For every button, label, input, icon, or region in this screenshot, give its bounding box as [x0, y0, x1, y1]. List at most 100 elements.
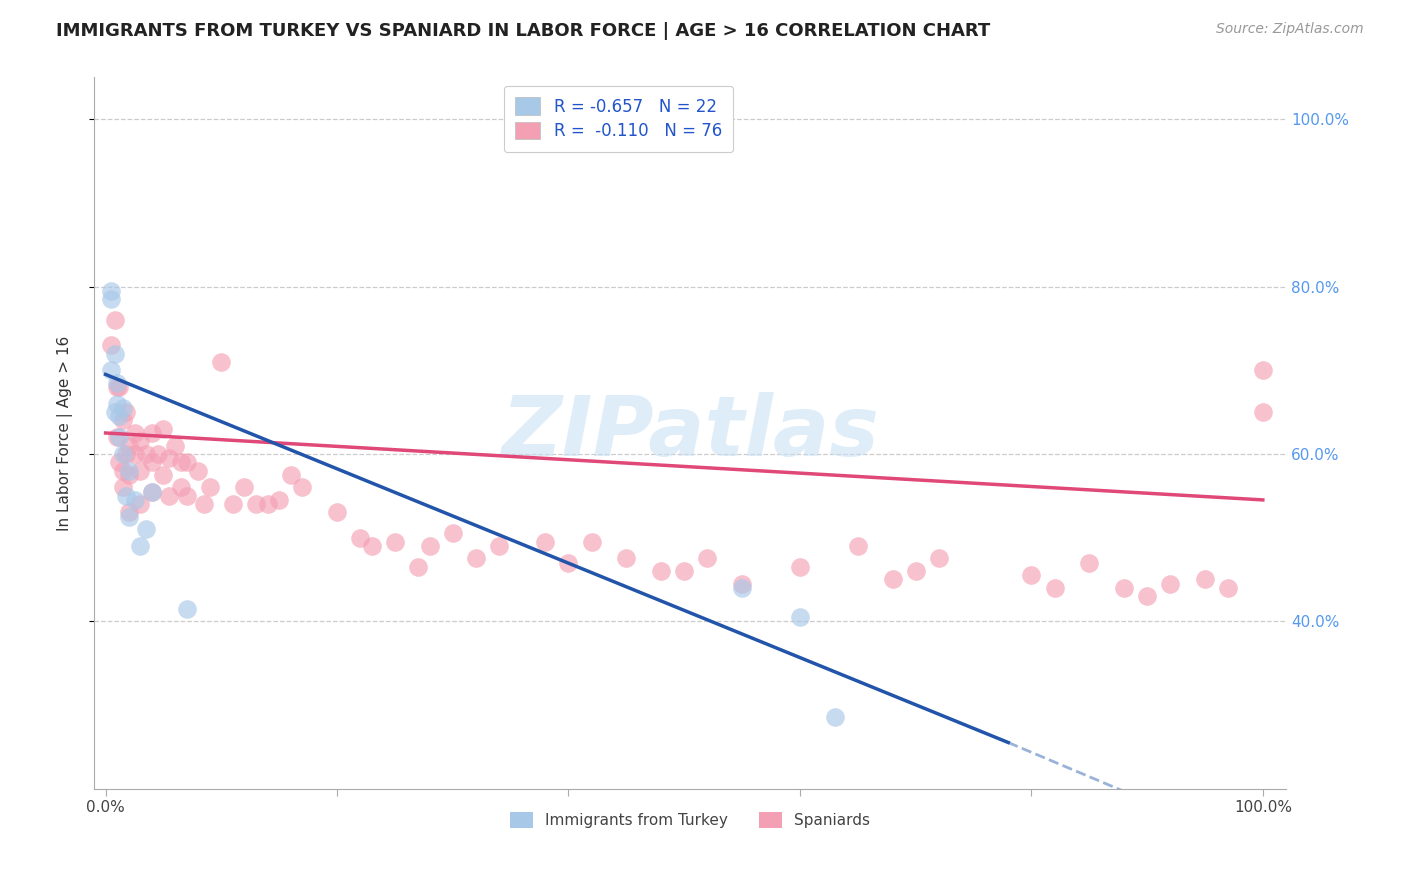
Point — [581, 534, 603, 549]
Point — [124, 492, 146, 507]
Point — [209, 355, 232, 369]
Point — [118, 509, 141, 524]
Point — [152, 422, 174, 436]
Point — [441, 526, 464, 541]
Point — [100, 338, 122, 352]
Point — [108, 455, 131, 469]
Point — [124, 447, 146, 461]
Point — [118, 464, 141, 478]
Point — [108, 409, 131, 424]
Point — [141, 484, 163, 499]
Point — [882, 573, 904, 587]
Point — [141, 455, 163, 469]
Point — [111, 401, 134, 415]
Point — [146, 447, 169, 461]
Y-axis label: In Labor Force | Age > 16: In Labor Force | Age > 16 — [58, 335, 73, 531]
Point — [163, 438, 186, 452]
Point — [1043, 581, 1066, 595]
Point — [696, 551, 718, 566]
Point — [118, 438, 141, 452]
Point — [233, 480, 256, 494]
Point — [349, 531, 371, 545]
Point — [1251, 405, 1274, 419]
Point — [111, 464, 134, 478]
Point — [115, 405, 138, 419]
Point — [176, 455, 198, 469]
Point — [1136, 589, 1159, 603]
Point — [105, 430, 128, 444]
Point — [904, 564, 927, 578]
Point — [118, 467, 141, 482]
Point — [731, 581, 754, 595]
Point — [193, 497, 215, 511]
Point — [245, 497, 267, 511]
Point — [1021, 568, 1043, 582]
Point — [789, 610, 811, 624]
Point — [111, 480, 134, 494]
Point — [170, 455, 193, 469]
Point — [135, 447, 157, 461]
Point — [118, 506, 141, 520]
Point — [198, 480, 221, 494]
Point — [129, 497, 152, 511]
Point — [152, 467, 174, 482]
Point — [488, 539, 510, 553]
Point — [614, 551, 637, 566]
Point — [100, 363, 122, 377]
Point — [673, 564, 696, 578]
Point — [115, 447, 138, 461]
Point — [1112, 581, 1135, 595]
Text: IMMIGRANTS FROM TURKEY VS SPANIARD IN LABOR FORCE | AGE > 16 CORRELATION CHART: IMMIGRANTS FROM TURKEY VS SPANIARD IN LA… — [56, 22, 990, 40]
Point — [129, 464, 152, 478]
Point — [105, 397, 128, 411]
Point — [108, 430, 131, 444]
Point — [105, 376, 128, 390]
Point — [360, 539, 382, 553]
Point — [256, 497, 278, 511]
Point — [129, 434, 152, 449]
Point — [170, 480, 193, 494]
Point — [824, 710, 846, 724]
Point — [534, 534, 557, 549]
Point — [269, 492, 291, 507]
Point — [291, 480, 314, 494]
Legend: Immigrants from Turkey, Spaniards: Immigrants from Turkey, Spaniards — [503, 806, 876, 834]
Point — [108, 380, 131, 394]
Point — [157, 489, 180, 503]
Point — [1251, 363, 1274, 377]
Point — [326, 506, 349, 520]
Point — [115, 489, 138, 503]
Point — [1194, 573, 1216, 587]
Point — [222, 497, 245, 511]
Text: ZIPatlas: ZIPatlas — [501, 392, 879, 474]
Point — [557, 556, 579, 570]
Point — [141, 425, 163, 440]
Point — [104, 346, 127, 360]
Point — [104, 313, 127, 327]
Point — [731, 576, 754, 591]
Point — [105, 380, 128, 394]
Point — [129, 539, 152, 553]
Point — [1159, 576, 1181, 591]
Point — [789, 559, 811, 574]
Point — [187, 464, 209, 478]
Point — [846, 539, 869, 553]
Point — [157, 451, 180, 466]
Point — [280, 467, 302, 482]
Point — [104, 405, 127, 419]
Point — [176, 489, 198, 503]
Point — [141, 484, 163, 499]
Point — [135, 522, 157, 536]
Text: Source: ZipAtlas.com: Source: ZipAtlas.com — [1216, 22, 1364, 37]
Point — [111, 447, 134, 461]
Point — [100, 292, 122, 306]
Point — [111, 413, 134, 427]
Point — [419, 539, 441, 553]
Point — [650, 564, 672, 578]
Point — [384, 534, 406, 549]
Point — [928, 551, 950, 566]
Point — [1216, 581, 1239, 595]
Point — [464, 551, 486, 566]
Point — [1078, 556, 1101, 570]
Point — [100, 284, 122, 298]
